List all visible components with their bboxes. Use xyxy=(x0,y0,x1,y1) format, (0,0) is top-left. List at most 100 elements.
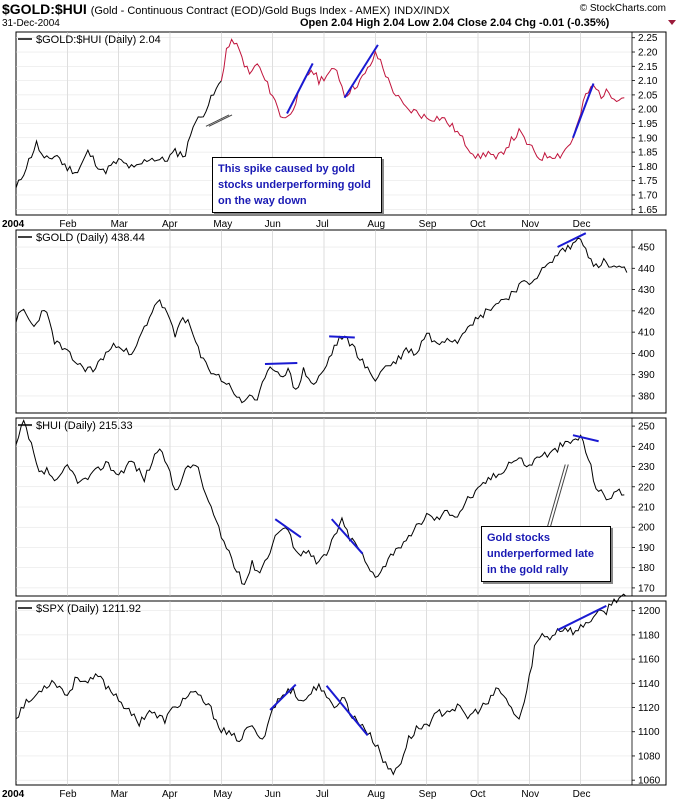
month-label: Jul xyxy=(316,789,329,800)
month-label: Nov xyxy=(521,789,539,800)
y-tick-label: 420 xyxy=(638,306,655,317)
y-tick-label: 1140 xyxy=(638,679,660,690)
trend-line xyxy=(269,683,297,711)
y-tick-label: 390 xyxy=(638,370,655,381)
series-line xyxy=(15,593,627,776)
annotation-gold-spike: This spike caused by gold stocks underpe… xyxy=(212,157,382,213)
y-tick-label: 220 xyxy=(638,482,655,493)
month-label: Aug xyxy=(367,219,385,230)
month-label: Apr xyxy=(162,219,178,230)
y-tick-label: 2.05 xyxy=(638,90,658,101)
y-tick-label: 200 xyxy=(638,523,655,534)
trend-line xyxy=(325,685,369,737)
y-tick-label: 450 xyxy=(638,243,655,254)
annotation-gold-stocks: Gold stocks underperformed late in the g… xyxy=(481,526,611,582)
month-label: 2004 xyxy=(2,219,25,230)
month-label: Jun xyxy=(265,219,281,230)
y-tick-label: 430 xyxy=(638,285,655,296)
trend-line xyxy=(329,335,355,339)
trend-line xyxy=(343,44,379,99)
y-tick-label: 1.80 xyxy=(638,162,658,173)
callout-pointer xyxy=(546,464,566,528)
month-label: Sep xyxy=(419,219,437,230)
month-label: Sep xyxy=(419,789,437,800)
panel-title: $GOLD:$HUI (Daily) 2.04 xyxy=(36,34,161,46)
month-label: Dec xyxy=(573,789,591,800)
y-tick-label: 210 xyxy=(638,503,655,514)
month-label: Mar xyxy=(111,789,129,800)
panel-title: $SPX (Daily) 1211.92 xyxy=(36,603,141,615)
month-label: Oct xyxy=(470,789,486,800)
y-tick-label: 1.75 xyxy=(638,176,658,187)
month-label: Feb xyxy=(59,789,77,800)
brand-logo: © StockCharts.com xyxy=(579,3,666,14)
y-tick-label: 240 xyxy=(638,442,655,453)
trend-line xyxy=(572,83,595,139)
y-tick-label: 440 xyxy=(638,264,655,275)
trend-line xyxy=(274,518,302,539)
trend-line xyxy=(557,604,607,631)
y-tick-label: 170 xyxy=(638,583,655,594)
y-tick-label: 380 xyxy=(638,391,655,402)
y-tick-label: 2.10 xyxy=(638,76,658,87)
series-line xyxy=(15,237,628,404)
y-tick-label: 1.95 xyxy=(638,119,658,130)
series-line xyxy=(15,80,222,189)
month-label: Oct xyxy=(470,219,486,230)
y-tick-label: 2.00 xyxy=(638,105,658,116)
month-label: Aug xyxy=(367,789,385,800)
y-tick-label: 1.65 xyxy=(638,205,658,216)
y-tick-label: 410 xyxy=(638,328,655,339)
y-tick-label: 1120 xyxy=(638,703,660,714)
y-tick-label: 1160 xyxy=(638,655,660,666)
panel-title: $HUI (Daily) 215.33 xyxy=(36,420,133,432)
down-arrow-icon xyxy=(668,20,676,25)
panel-frame xyxy=(15,229,667,414)
panel-frame xyxy=(15,600,667,786)
y-tick-label: 1080 xyxy=(638,751,661,762)
month-label: Nov xyxy=(521,219,539,230)
month-label: Jul xyxy=(316,219,329,230)
month-label: 2004 xyxy=(2,789,25,800)
series-line-red xyxy=(220,38,625,162)
trend-line xyxy=(557,232,587,248)
panel-title: $GOLD (Daily) 438.44 xyxy=(36,232,145,244)
y-tick-label: 1060 xyxy=(638,776,661,787)
month-label: May xyxy=(213,219,232,230)
trend-line xyxy=(330,518,364,555)
chart-header: $GOLD:$HUI (Gold - Continuous Contract (… xyxy=(0,0,680,32)
y-tick-label: 2.25 xyxy=(638,33,658,44)
instrument-name: (Gold - Continuous Contract (EOD)/Gold B… xyxy=(90,5,391,17)
callout-pointer xyxy=(205,114,230,127)
month-label: May xyxy=(213,789,232,800)
y-tick-label: 180 xyxy=(638,563,655,574)
callout-pointer xyxy=(549,464,569,528)
y-tick-label: 400 xyxy=(638,349,655,360)
y-tick-label: 190 xyxy=(638,543,655,554)
callout-pointer xyxy=(208,114,233,127)
month-label: Feb xyxy=(59,219,77,230)
y-tick-label: 2.20 xyxy=(638,48,658,59)
y-tick-label: 250 xyxy=(638,422,655,433)
y-tick-label: 2.15 xyxy=(638,62,658,73)
y-tick-label: 1.85 xyxy=(638,148,658,159)
y-tick-label: 1180 xyxy=(638,630,660,641)
y-tick-label: 1.90 xyxy=(638,133,658,144)
y-tick-label: 1100 xyxy=(638,727,660,738)
symbol: $GOLD:$HUI xyxy=(2,1,87,17)
y-tick-label: 1.70 xyxy=(638,190,658,201)
month-label: Jun xyxy=(265,789,281,800)
symbol-line: $GOLD:$HUI (Gold - Continuous Contract (… xyxy=(2,1,450,17)
month-label: Dec xyxy=(573,219,591,230)
series-line xyxy=(15,419,625,586)
y-tick-label: 230 xyxy=(638,462,655,473)
month-label: Mar xyxy=(111,219,129,230)
chart-date: 31-Dec-2004 xyxy=(2,18,60,29)
trend-line xyxy=(572,434,599,443)
exchange: INDX/INDX xyxy=(394,5,450,17)
y-tick-label: 1200 xyxy=(638,606,661,617)
ohlc-readout: Open 2.04 High 2.04 Low 2.04 Close 2.04 … xyxy=(300,17,610,29)
trend-line xyxy=(286,62,314,114)
trend-line xyxy=(264,361,298,366)
